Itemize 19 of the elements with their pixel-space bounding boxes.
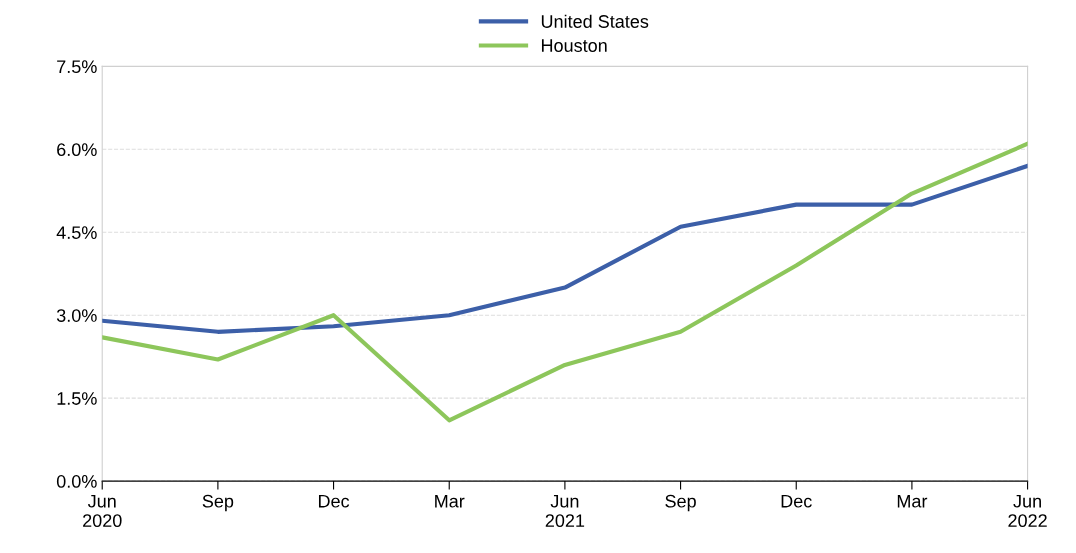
y-tick-label: 0.0% xyxy=(56,475,97,488)
x-tick-label: Mar xyxy=(435,494,465,508)
line-series xyxy=(102,141,1028,423)
x-tick-label: Dec xyxy=(781,494,812,508)
y-tick-label: 4.5% xyxy=(56,226,97,239)
line-series xyxy=(102,163,1028,334)
legend-label: Houston xyxy=(541,39,607,52)
x-tick-label: Dec xyxy=(318,494,350,508)
y-tick-label: 6.0% xyxy=(57,143,97,157)
x-tick-label: Jun 2022 xyxy=(1008,494,1047,528)
x-tick-label: Jun 2020 xyxy=(83,494,122,528)
y-tick-label: 3.0% xyxy=(56,309,97,322)
y-tick-label: 7.5% xyxy=(57,60,97,74)
x-tick-label: Sep xyxy=(665,494,696,512)
x-tick-label: Jun 2021 xyxy=(545,494,585,528)
x-tick-label: Sep xyxy=(202,494,234,512)
x-tick-label: Mar xyxy=(897,494,928,508)
y-tick-label: 1.5% xyxy=(57,392,97,405)
legend-label: United States xyxy=(541,14,649,28)
